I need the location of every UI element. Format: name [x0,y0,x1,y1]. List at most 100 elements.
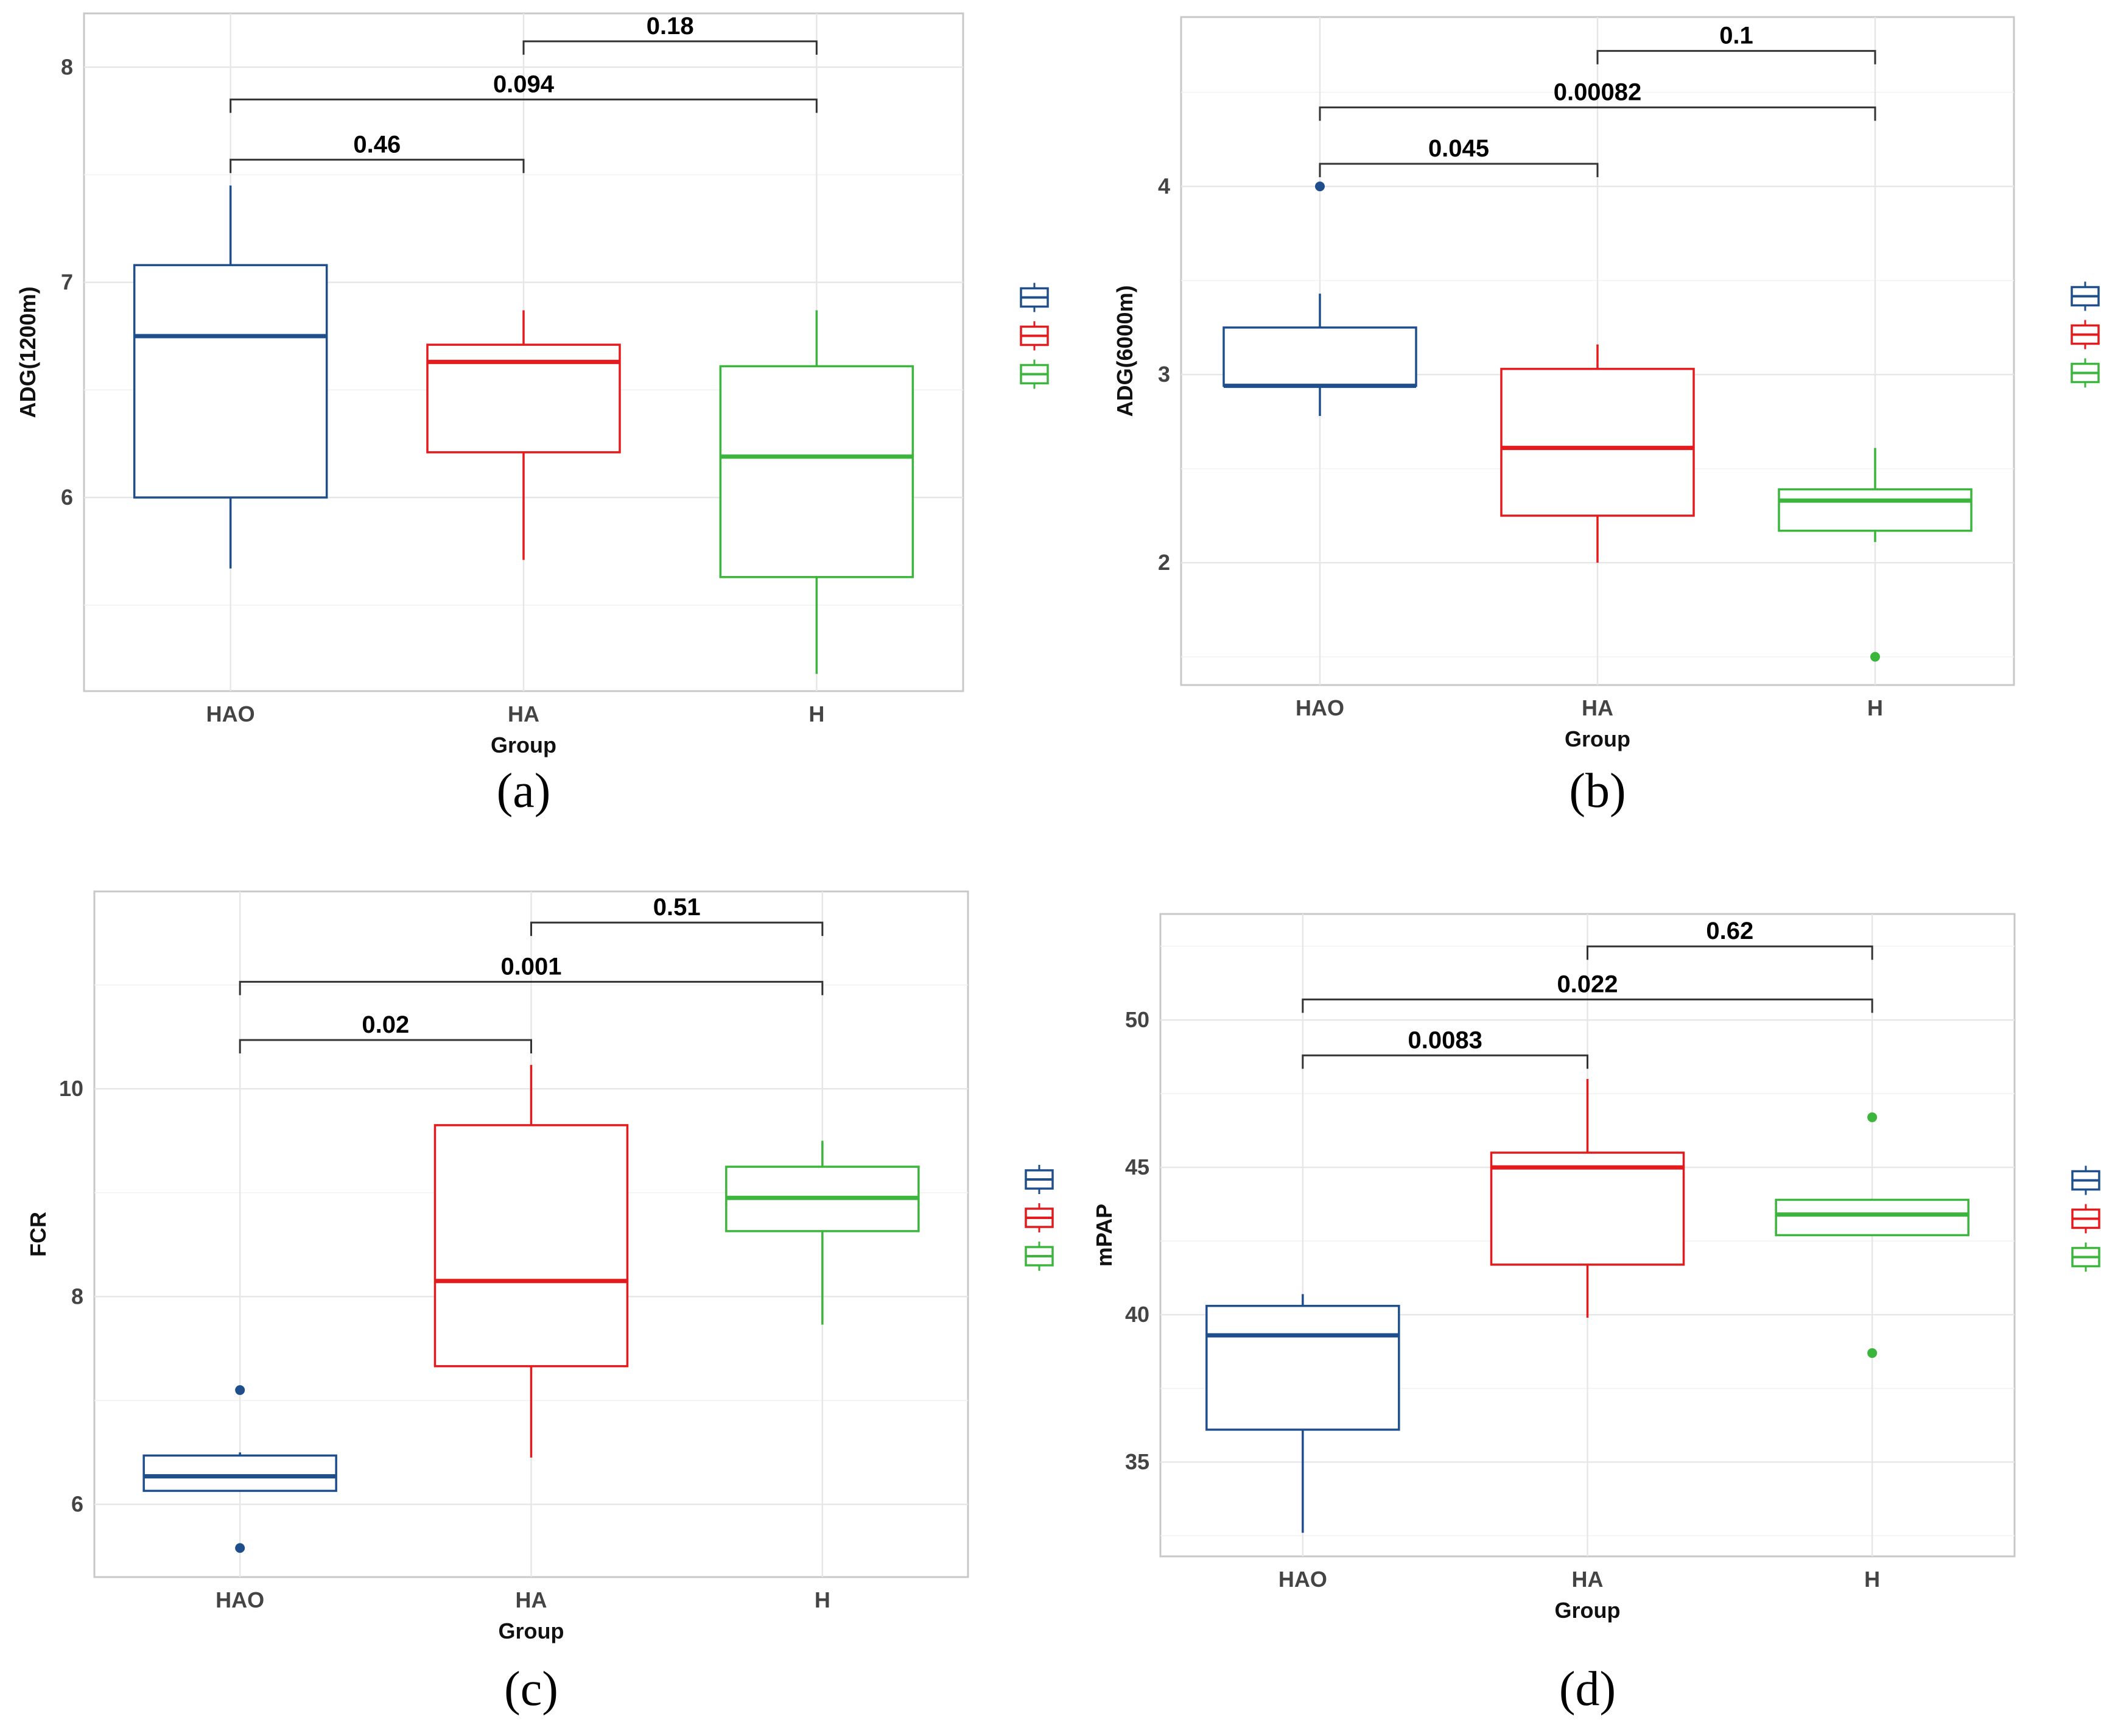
x-tick-label: HAO [1278,1567,1327,1592]
box-ha [433,1064,629,1458]
significance-bracket [239,980,824,996]
x-tick-label: H [1864,1567,1880,1592]
x-tick-label: H [1867,695,1883,720]
x-tick-label: H [808,701,824,726]
box-hao [133,185,328,569]
panel-label: (c) [504,1662,558,1716]
p-value-label: 0.51 [653,894,701,921]
p-value-label: 0.1 [1719,23,1753,49]
p-value-label: 0.022 [1557,971,1618,997]
y-tick-label: 3 [1158,362,1170,387]
x-axis-title: Group [1565,726,1630,751]
x-tick-label: HAO [216,1587,264,1612]
y-axis-title: ADG(6000m) [1112,285,1137,416]
y-tick-label: 6 [61,485,73,510]
significance-bracket [1587,945,1873,960]
significance-bracket [1302,1054,1588,1069]
x-tick-label: HA [1572,1567,1604,1592]
y-tick-label: 8 [71,1284,83,1309]
significance-bracket [1319,106,1876,121]
y-tick-label: 35 [1125,1449,1149,1474]
box-h [725,1140,920,1325]
box-body [1500,368,1695,517]
y-tick-label: 50 [1125,1007,1149,1032]
outlier-point [1315,181,1325,192]
boxplot-svg: 6 7 8 HAO HA H Group ADG(1200m) 0.46 0.094 0.18 (a) [15,12,1049,818]
box-body [1205,1304,1400,1431]
p-value-label: 0.001 [500,953,561,980]
legend-key-h [2071,1242,2100,1272]
box-h [1775,1112,1969,1358]
significance-bracket [239,1039,532,1053]
box-body [133,264,328,499]
x-axis-title: Group [1555,1598,1621,1623]
boxplot-svg: 6 8 10 HAO HA H Group FCR 0.02 0.001 0.51 (c) [26,890,1054,1716]
x-axis-title: Group [499,1618,564,1643]
p-value-label: 0.094 [493,71,555,97]
box-ha [426,310,621,560]
panel-label: (d) [1559,1662,1616,1716]
legend-key-ha [1020,321,1049,351]
outlier-point [235,1543,245,1553]
x-tick-label: HA [516,1587,547,1612]
chart-panel-c: 6 8 10 HAO HA H Group FCR 0.02 0.001 0.51 (c) [0,868,1054,1735]
significance-bracket [230,158,525,174]
outlier-point [235,1385,245,1395]
legend-key-h [2071,358,2100,388]
box-ha [1500,344,1695,563]
box-h [1778,448,1973,662]
panel-label: (b) [1569,764,1626,818]
box-body [142,1454,337,1492]
legend-key-hao [1025,1165,1054,1194]
x-tick-label: H [815,1587,830,1612]
significance-bracket [230,98,818,113]
legend-key-hao [2071,1165,2100,1195]
box-hao [1205,1294,1400,1533]
box-body [1778,488,1973,532]
box-hao [142,1385,337,1553]
p-value-label: 0.0083 [1408,1027,1482,1053]
y-tick-label: 4 [1158,174,1170,199]
x-tick-label: HAO [206,701,255,726]
significance-bracket [1596,50,1876,65]
box-body [433,1124,629,1368]
box-hao [1222,181,1417,416]
x-tick-label: HAO [1296,695,1344,720]
outlier-point [1870,652,1880,662]
panel-label: (a) [497,764,551,818]
box-body [1222,326,1417,387]
y-tick-label: 40 [1125,1302,1149,1327]
significance-bracket [522,40,818,55]
box-ha [1490,1079,1685,1318]
y-tick-label: 10 [59,1076,83,1101]
p-value-label: 0.18 [647,13,694,40]
significance-bracket [1319,163,1599,178]
box-body [719,365,914,578]
box-h [719,310,914,674]
y-axis-title: FCR [26,1212,51,1257]
y-axis-title: mPAP [1092,1204,1117,1267]
x-axis-title: Group [491,733,556,757]
outlier-point [1867,1112,1878,1122]
p-value-label: 0.46 [353,131,401,158]
legend-key-hao [1020,283,1049,312]
y-axis-title: ADG(1200m) [15,286,40,418]
p-value-label: 0.00082 [1554,79,1642,105]
significance-bracket [1302,998,1873,1013]
boxplot-svg: 35 40 45 50 HAO HA H Group mPAP 0.0083 0.022 0.62 (d… [1092,913,2100,1716]
legend-key-ha [2071,320,2100,350]
chart-panel-d: 35 40 45 50 HAO HA H Group mPAP 0.0083 0.022 0.62 (d… [1050,868,2100,1735]
x-tick-label: HA [1582,695,1613,720]
x-tick-label: HA [508,701,539,726]
outlier-point [1867,1348,1878,1358]
significance-bracket [530,921,824,937]
legend-key-ha [2071,1204,2100,1234]
p-value-label: 0.045 [1428,135,1489,162]
legend-key-h [1020,359,1049,389]
y-tick-label: 45 [1125,1154,1149,1179]
legend-key-hao [2071,281,2100,311]
boxplot-svg: 2 3 4 HAO HA H Group ADG(6000m) 0.045 0.00082 0.1 (… [1112,16,2100,818]
chart-panel-a: 6 7 8 HAO HA H Group ADG(1200m) 0.46 0.094 0.18 (a) [0,0,1050,868]
y-tick-label: 6 [71,1492,83,1517]
box-body [1490,1151,1685,1266]
